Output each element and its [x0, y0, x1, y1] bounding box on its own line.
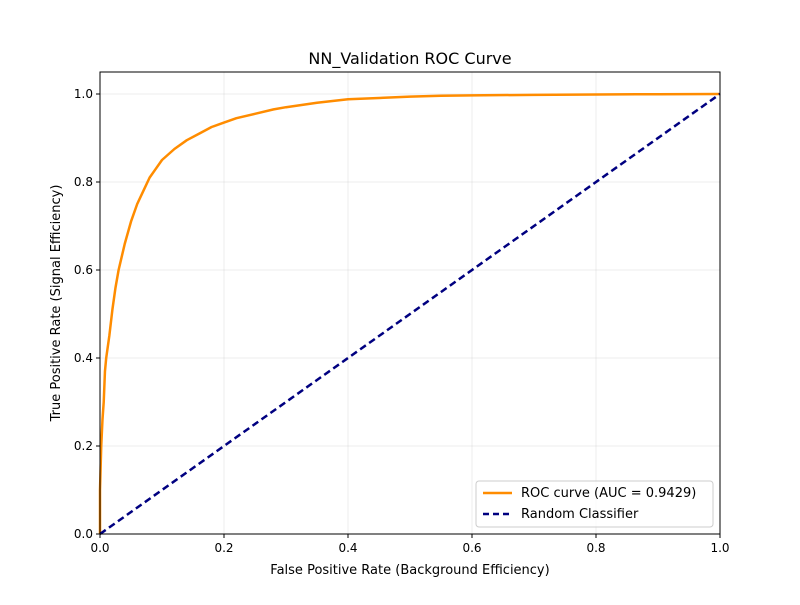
- x-tick-label: 0.2: [214, 541, 233, 555]
- y-tick-label: 1.0: [74, 87, 93, 101]
- x-tick-label: 1.0: [710, 541, 729, 555]
- y-tick-label: 0.8: [74, 175, 93, 189]
- x-axis-ticks: 0.0 0.2 0.4 0.6 0.8 1.0: [90, 534, 730, 555]
- legend-label-random: Random Classifier: [521, 507, 639, 522]
- plot-area: [100, 72, 720, 534]
- y-tick-label: 0.4: [74, 351, 93, 365]
- x-axis-label: False Positive Rate (Background Efficien…: [270, 563, 549, 578]
- y-tick-label: 0.6: [74, 263, 93, 277]
- legend-box: [475, 480, 714, 528]
- y-axis-ticks: 0.0 0.2 0.4 0.6 0.8 1.0: [74, 87, 100, 541]
- chart-title: NN_Validation ROC Curve: [308, 49, 511, 69]
- x-tick-label: 0.4: [338, 541, 357, 555]
- random-classifier-line: [99, 92, 721, 536]
- legend-label-roc: ROC curve (AUC = 0.9429): [521, 486, 696, 501]
- legend: ROC curve (AUC = 0.9429) Random Classifi…: [475, 480, 714, 528]
- roc-curve-line: [98, 92, 721, 534]
- y-tick-label: 0.2: [74, 439, 93, 453]
- series-layer: [98, 92, 721, 536]
- y-axis-label: True Positive Rate (Signal Efficiency): [49, 185, 64, 423]
- y-tick-label: 0.0: [74, 527, 93, 541]
- x-tick-label: 0.0: [90, 541, 109, 555]
- x-tick-label: 0.6: [462, 541, 481, 555]
- plot-frame: [99, 71, 721, 535]
- x-tick-label: 0.8: [586, 541, 605, 555]
